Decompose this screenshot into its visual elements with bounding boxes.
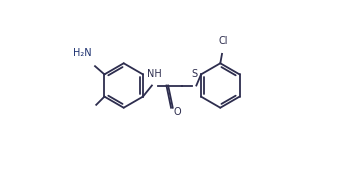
Text: O: O (174, 107, 181, 117)
Text: NH: NH (147, 69, 162, 79)
Text: H₂N: H₂N (73, 48, 92, 58)
Text: Cl: Cl (218, 36, 227, 46)
Text: S: S (191, 69, 197, 79)
